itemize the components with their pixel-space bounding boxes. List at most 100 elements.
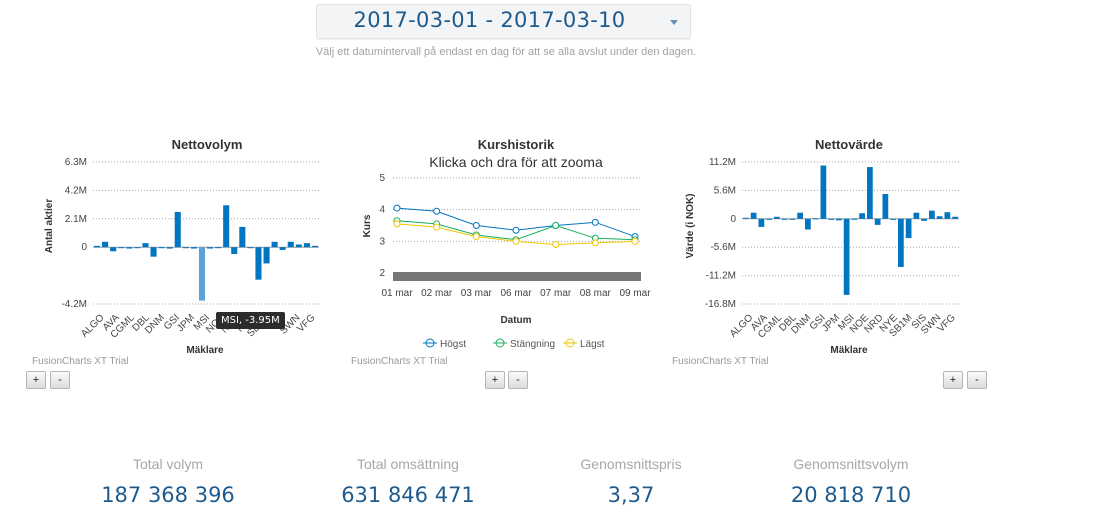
- nettovarde-bar[interactable]: [805, 218, 811, 230]
- stat-label-genomsnittspris: Genomsnittspris: [580, 456, 682, 472]
- stat-value-genomsnittspris: 3,37: [607, 483, 655, 507]
- series-point[interactable]: [512, 237, 520, 245]
- nettovarde-bar[interactable]: [797, 212, 803, 219]
- nettovolym-bar[interactable]: [198, 247, 205, 301]
- series-point[interactable]: [472, 222, 480, 229]
- series-point[interactable]: [552, 241, 560, 248]
- nettovolym-bar[interactable]: [207, 247, 214, 249]
- nettovarde-bar[interactable]: [921, 218, 927, 221]
- nettovolym-bar[interactable]: [190, 247, 197, 249]
- kurshistorik-ytick: 3: [379, 236, 385, 247]
- nettovolym-bar[interactable]: [158, 247, 165, 249]
- series-point[interactable]: [472, 233, 480, 241]
- nettovolym-bar[interactable]: [287, 241, 294, 248]
- nettovarde-bar[interactable]: [758, 218, 765, 227]
- nettovarde-bar[interactable]: [750, 212, 757, 219]
- kurshistorik-ytick: 4: [379, 205, 385, 216]
- series-point[interactable]: [393, 220, 401, 228]
- nettovolym-bar[interactable]: [247, 247, 254, 249]
- nettovarde-bar[interactable]: [882, 193, 889, 219]
- nettovolym-bar[interactable]: [303, 243, 310, 248]
- series-point[interactable]: [591, 218, 599, 226]
- kurshistorik-title: Kurshistorik: [478, 137, 555, 152]
- nettovarde-bar[interactable]: [905, 218, 912, 239]
- nettovolym-bar[interactable]: [166, 247, 173, 249]
- nettovolym-bar[interactable]: [102, 241, 109, 248]
- series-point[interactable]: [393, 204, 401, 212]
- series-point[interactable]: [631, 237, 639, 245]
- nettovarde-bar[interactable]: [843, 218, 850, 295]
- nettovolym-xlabel: Mäklare: [186, 345, 224, 356]
- nettovolym-title: Nettovolym: [172, 137, 243, 152]
- zoom-out-button[interactable]: -: [508, 371, 528, 389]
- kurshistorik-chart[interactable]: Kurshistorik Klicka och dra för att zoom…: [355, 128, 665, 360]
- zoom-in-button[interactable]: +: [26, 371, 46, 389]
- series-point[interactable]: [591, 239, 599, 247]
- kurshistorik-xtick: 03 mar: [461, 288, 493, 299]
- nettovolym-bar[interactable]: [279, 247, 286, 250]
- zoom-out-button[interactable]: -: [967, 371, 987, 389]
- nettovolym-bar[interactable]: [126, 247, 133, 249]
- nettovolym-bar[interactable]: [223, 205, 230, 248]
- nettovolym-bar[interactable]: [110, 247, 117, 252]
- date-range-value: 2017-03-01 - 2017-03-10: [353, 8, 626, 32]
- nettovolym-bar[interactable]: [255, 247, 262, 280]
- zoom-in-button[interactable]: +: [485, 371, 505, 389]
- nettovarde-bar[interactable]: [836, 218, 842, 221]
- nettovolym-bar[interactable]: [174, 212, 181, 248]
- nettovolym-bar[interactable]: [142, 243, 149, 248]
- stat-value-total-omsattning: 631 846 471: [341, 483, 475, 507]
- nettovarde-bar[interactable]: [913, 212, 920, 219]
- nettovarde-bar[interactable]: [936, 216, 943, 219]
- nettovolym-bar[interactable]: [118, 247, 125, 249]
- nettovarde-bar[interactable]: [952, 216, 958, 219]
- zoom-in-button[interactable]: +: [943, 371, 963, 389]
- nettovolym-ytick: 2.1M: [65, 214, 87, 225]
- nettovarde-bar[interactable]: [874, 218, 881, 225]
- zoom-out-button[interactable]: -: [50, 371, 70, 389]
- series-point[interactable]: [512, 226, 520, 234]
- series-point[interactable]: [552, 222, 560, 229]
- nettovolym-bar[interactable]: [134, 247, 141, 249]
- nettovolym-ytick: 4.2M: [65, 185, 87, 196]
- nettovolym-bar[interactable]: [182, 247, 189, 249]
- nettovarde-chart[interactable]: Nettovärde Värde (i NOK) 11.2M 5.6M 0 -5.6M…: [672, 128, 972, 360]
- series-point[interactable]: [433, 207, 441, 215]
- series-point[interactable]: [433, 223, 441, 231]
- nettovolym-xtick: VFG: [295, 312, 317, 334]
- nettovarde-title: Nettovärde: [815, 137, 883, 152]
- nettovarde-bar[interactable]: [774, 216, 780, 219]
- nettovarde-bar[interactable]: [867, 167, 873, 219]
- nettovarde-bar[interactable]: [812, 218, 819, 220]
- nettovarde-bar[interactable]: [766, 218, 772, 220]
- nettovolym-bar[interactable]: [231, 247, 238, 254]
- nettovolym-bar[interactable]: [311, 245, 318, 248]
- nettovolym-bar[interactable]: [271, 241, 278, 248]
- kurshistorik-xtick: 06 mar: [500, 288, 532, 299]
- legend-label: Lägst: [580, 339, 605, 350]
- nettovarde-bar[interactable]: [743, 217, 749, 219]
- nettovarde-bar[interactable]: [789, 218, 796, 220]
- nettovolym-ytick: 6.3M: [65, 157, 87, 168]
- nettovolym-bar[interactable]: [239, 226, 246, 248]
- nettovolym-bar[interactable]: [94, 245, 101, 248]
- kurshistorik-xtick: 09 mar: [619, 288, 651, 299]
- nettovolym-bar[interactable]: [150, 247, 157, 257]
- nettovarde-bar[interactable]: [859, 213, 865, 219]
- kurshistorik-xlabel: Datum: [500, 315, 531, 326]
- nettovolym-bar[interactable]: [215, 247, 222, 249]
- nettovarde-bar[interactable]: [890, 218, 896, 220]
- nettovarde-bar[interactable]: [929, 210, 935, 219]
- nettovarde-bar[interactable]: [828, 218, 834, 220]
- nettovolym-bar[interactable]: [295, 244, 302, 248]
- legend-label: Stängning: [510, 339, 555, 350]
- nettovarde-bar[interactable]: [851, 218, 858, 220]
- date-range-picker[interactable]: 2017-03-01 - 2017-03-10: [316, 4, 691, 39]
- bar-tooltip: MSI, -3.95M: [216, 312, 285, 329]
- nettovolym-bar[interactable]: [263, 247, 270, 264]
- nettovarde-bar[interactable]: [944, 212, 951, 219]
- scroll-navigator[interactable]: [393, 272, 641, 281]
- nettovarde-bar[interactable]: [820, 165, 827, 219]
- nettovarde-bar[interactable]: [898, 218, 904, 267]
- nettovarde-bar[interactable]: [781, 218, 788, 220]
